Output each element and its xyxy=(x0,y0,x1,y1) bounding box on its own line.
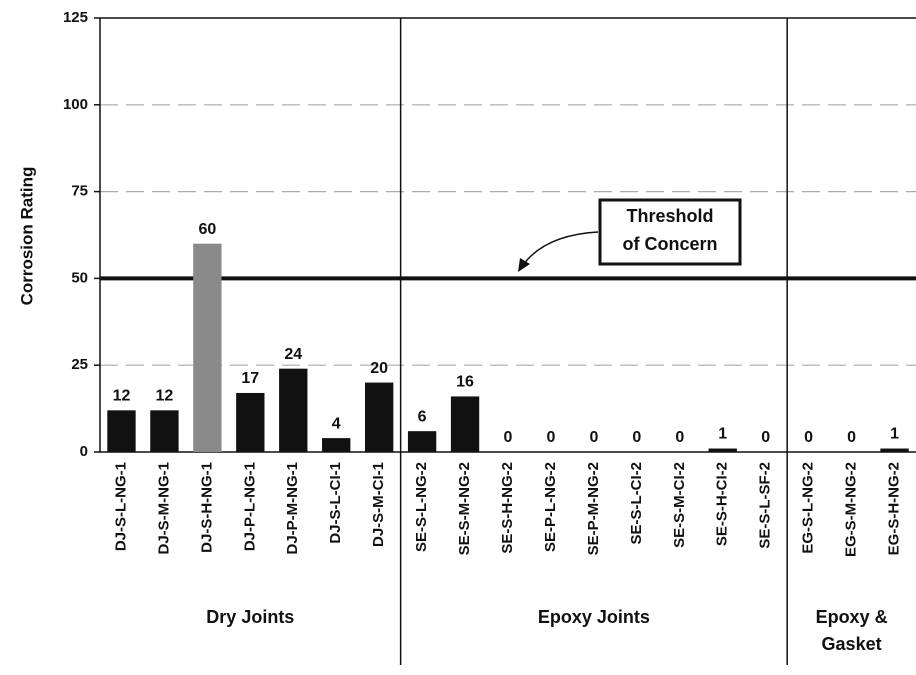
y-tick-label: 75 xyxy=(71,183,88,200)
data-label: 12 xyxy=(156,388,174,405)
data-label: 12 xyxy=(113,388,131,405)
x-tick-label: SE-S-H-CI-2 xyxy=(714,462,731,546)
data-label: 1 xyxy=(890,426,899,443)
bar xyxy=(708,448,737,452)
y-tick-label: 25 xyxy=(71,356,88,373)
bar xyxy=(107,410,136,452)
bar xyxy=(407,431,437,452)
data-label: 0 xyxy=(675,429,684,446)
x-tick-label: DJ-S-M-CI-1 xyxy=(370,462,387,547)
x-tick-label: DJ-S-L-CI-1 xyxy=(327,462,344,544)
threshold-arrow xyxy=(522,231,599,266)
group-label: Epoxy & xyxy=(816,607,888,627)
data-label: 20 xyxy=(370,360,388,377)
threshold-box xyxy=(598,198,742,266)
x-tick-label: EG-S-H-NG-2 xyxy=(885,462,902,555)
data-label: 16 xyxy=(456,374,474,391)
x-tick-label: EG-S-M-NG-2 xyxy=(843,462,860,557)
x-tick-label: DJ-P-M-NG-1 xyxy=(284,462,301,555)
data-label: 0 xyxy=(804,429,813,446)
threshold-label: Threshold xyxy=(626,206,713,226)
x-tick-label: SE-S-L-SF-2 xyxy=(757,462,774,549)
data-label: 1 xyxy=(718,426,727,443)
group-label: Epoxy Joints xyxy=(538,607,650,627)
bar xyxy=(279,368,308,452)
x-tick-label: EG-S-L-NG-2 xyxy=(800,462,817,554)
data-label: 0 xyxy=(632,429,641,446)
x-tick-label: DJ-P-L-NG-1 xyxy=(241,462,258,551)
y-tick-label: 125 xyxy=(63,9,88,26)
x-tick-label: DJ-S-L-NG-1 xyxy=(112,462,129,551)
data-label: 0 xyxy=(589,429,598,446)
x-tick-label: SE-S-L-CI-2 xyxy=(628,462,645,545)
bar xyxy=(880,448,909,452)
y-tick-label: 50 xyxy=(71,269,88,286)
group-label: Dry Joints xyxy=(206,607,294,627)
data-label: 0 xyxy=(847,429,856,446)
y-axis-label: Corrosion Rating xyxy=(17,167,36,306)
x-tick-label: SE-S-M-NG-2 xyxy=(456,462,473,555)
data-label: 17 xyxy=(241,370,259,387)
x-tick-label: DJ-S-H-NG-1 xyxy=(198,462,215,553)
y-tick-label: 100 xyxy=(63,96,88,113)
x-tick-label: SE-P-L-NG-2 xyxy=(542,462,559,552)
group-label: Gasket xyxy=(822,634,882,654)
data-label: 24 xyxy=(284,346,302,363)
bar xyxy=(364,382,394,452)
data-label: 6 xyxy=(418,408,427,425)
threshold-arrowhead xyxy=(518,258,530,272)
data-label: 0 xyxy=(504,429,513,446)
data-label: 0 xyxy=(546,429,555,446)
x-tick-label: SE-S-M-CI-2 xyxy=(671,462,688,548)
data-label: 4 xyxy=(332,415,341,432)
y-tick-label: 0 xyxy=(80,443,88,460)
bar xyxy=(193,243,222,452)
x-tick-label: SE-S-L-NG-2 xyxy=(413,462,430,552)
data-label: 0 xyxy=(761,429,770,446)
bar xyxy=(450,396,480,452)
x-tick-label: SE-P-M-NG-2 xyxy=(585,462,602,555)
x-tick-label: DJ-S-M-NG-1 xyxy=(155,462,172,555)
data-label: 60 xyxy=(198,221,216,238)
x-tick-label: SE-S-H-NG-2 xyxy=(499,462,516,554)
bar xyxy=(322,438,351,452)
bar xyxy=(236,392,265,452)
bar xyxy=(150,410,179,452)
threshold-label: of Concern xyxy=(622,234,717,254)
